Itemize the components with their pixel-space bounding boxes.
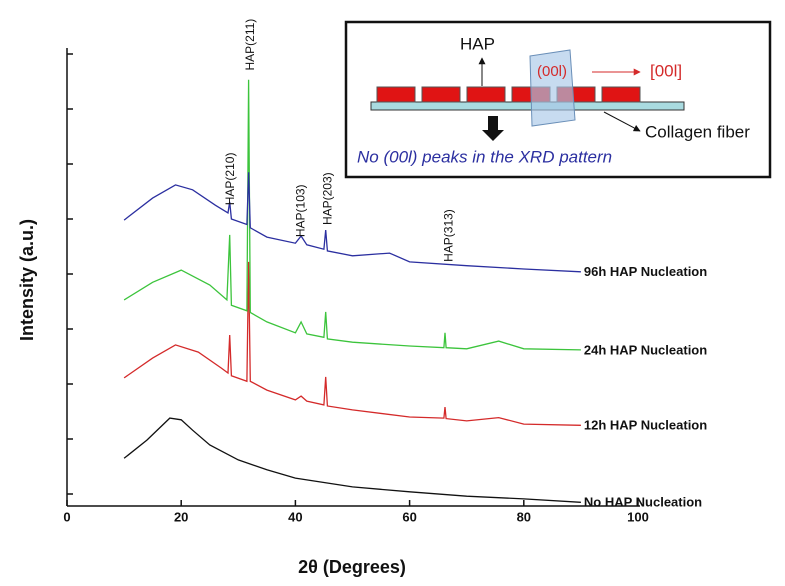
inset-label: HAP bbox=[460, 34, 495, 53]
peak-annotation: HAP(313) bbox=[442, 209, 456, 262]
x-tick-label: 80 bbox=[517, 509, 531, 524]
arrow bbox=[603, 111, 641, 132]
hap-block bbox=[601, 86, 641, 103]
series-line bbox=[123, 172, 581, 273]
fiber-bar bbox=[370, 101, 685, 111]
x-tick-label: 20 bbox=[174, 509, 188, 524]
series-line bbox=[123, 261, 581, 426]
series-line bbox=[123, 417, 581, 503]
series-label: 24h HAP Nucleation bbox=[584, 342, 707, 357]
series-label: 12h HAP Nucleation bbox=[584, 418, 707, 433]
peak-annotation: HAP(211) bbox=[243, 19, 257, 71]
peak-annotation: HAP(203) bbox=[321, 172, 335, 225]
hap-block bbox=[466, 86, 506, 103]
inset-caption: No (00l) peaks in the XRD pattern bbox=[357, 147, 612, 166]
series-line bbox=[123, 79, 581, 351]
hap-block bbox=[421, 86, 461, 103]
x-tick-label: 100 bbox=[627, 509, 649, 524]
x-tick-label: 0 bbox=[63, 509, 70, 524]
plane bbox=[529, 49, 576, 127]
series-label: 96h HAP Nucleation bbox=[584, 264, 707, 279]
inset-label: (00l) bbox=[537, 63, 567, 80]
series-label: No HAP Nucleation bbox=[584, 495, 702, 510]
inset-label: [00l] bbox=[650, 61, 682, 80]
down-arrow bbox=[482, 116, 504, 141]
peak-annotation: HAP(103) bbox=[293, 184, 307, 237]
peak-annotation: HAP(210) bbox=[223, 153, 237, 206]
x-tick-label: 40 bbox=[288, 509, 302, 524]
x-axis-title: 2θ (Degrees) bbox=[298, 557, 406, 577]
inset-diagram: HAP (00l) [00l] Collagen fiber No (00l) … bbox=[344, 20, 772, 179]
x-tick-label: 60 bbox=[402, 509, 416, 524]
y-axis-title: Intensity (a.u.) bbox=[17, 219, 37, 341]
inset-label: Collagen fiber bbox=[645, 122, 750, 141]
hap-block bbox=[376, 86, 416, 103]
